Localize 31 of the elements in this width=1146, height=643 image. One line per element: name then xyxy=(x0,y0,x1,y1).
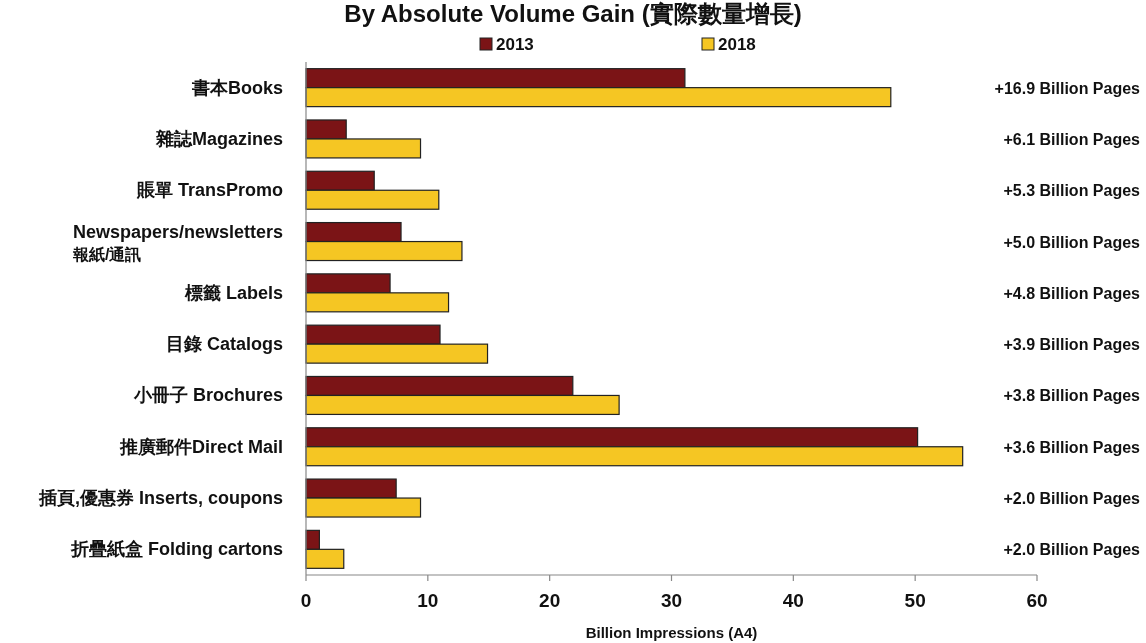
y-tick-label: 賬單 TransPromo xyxy=(135,180,283,201)
chart-title: By Absolute Volume Gain (實際數量增長) xyxy=(344,0,802,27)
x-tick-label: 50 xyxy=(904,590,926,611)
x-tick-label: 0 xyxy=(300,590,312,611)
annotation: +3.9 Billion Pages xyxy=(1003,336,1141,354)
x-axis-title: Billion Impressions (A4) xyxy=(585,624,758,641)
legend-label: 2018 xyxy=(718,35,756,54)
annotation: +5.3 Billion Pages xyxy=(1003,182,1141,200)
y-tick-label: 標籤 Labels xyxy=(183,282,283,303)
y-tick-label: 小冊子 Brochures xyxy=(132,385,283,406)
x-tick-label: 10 xyxy=(417,590,439,611)
annotation: +16.9 Billion Pages xyxy=(994,79,1141,97)
annotation: +5.0 Billion Pages xyxy=(1003,233,1141,251)
y-tick-label: 插頁,優惠券 Inserts, coupons xyxy=(37,488,283,509)
x-tick-label: 30 xyxy=(660,590,683,611)
annotation: +3.6 Billion Pages xyxy=(1003,438,1141,456)
x-tick-label: 40 xyxy=(782,590,804,611)
annotation: +4.8 Billion Pages xyxy=(1003,284,1141,302)
y-tick-label: 推廣郵件Direct Mail xyxy=(118,436,283,457)
y-tick-label: 書本Books xyxy=(190,77,283,98)
y-tick-label: Newspapers/newsletters 報紙/通訊 xyxy=(71,221,283,263)
y-tick-label: 雜誌Magazines xyxy=(154,128,283,149)
x-tick-label: 20 xyxy=(539,590,561,611)
annotation: +2.0 Billion Pages xyxy=(1003,541,1141,559)
x-tick-label: 60 xyxy=(1026,590,1048,611)
legend-label: 2013 xyxy=(496,35,534,54)
annotation: +2.0 Billion Pages xyxy=(1003,490,1141,508)
annotation: +3.8 Billion Pages xyxy=(1003,387,1141,405)
y-tick-label: 折疊紙盒 Folding cartons xyxy=(69,539,283,560)
annotation: +6.1 Billion Pages xyxy=(1003,130,1141,148)
y-tick-label: 目錄 Catalogs xyxy=(165,334,283,355)
